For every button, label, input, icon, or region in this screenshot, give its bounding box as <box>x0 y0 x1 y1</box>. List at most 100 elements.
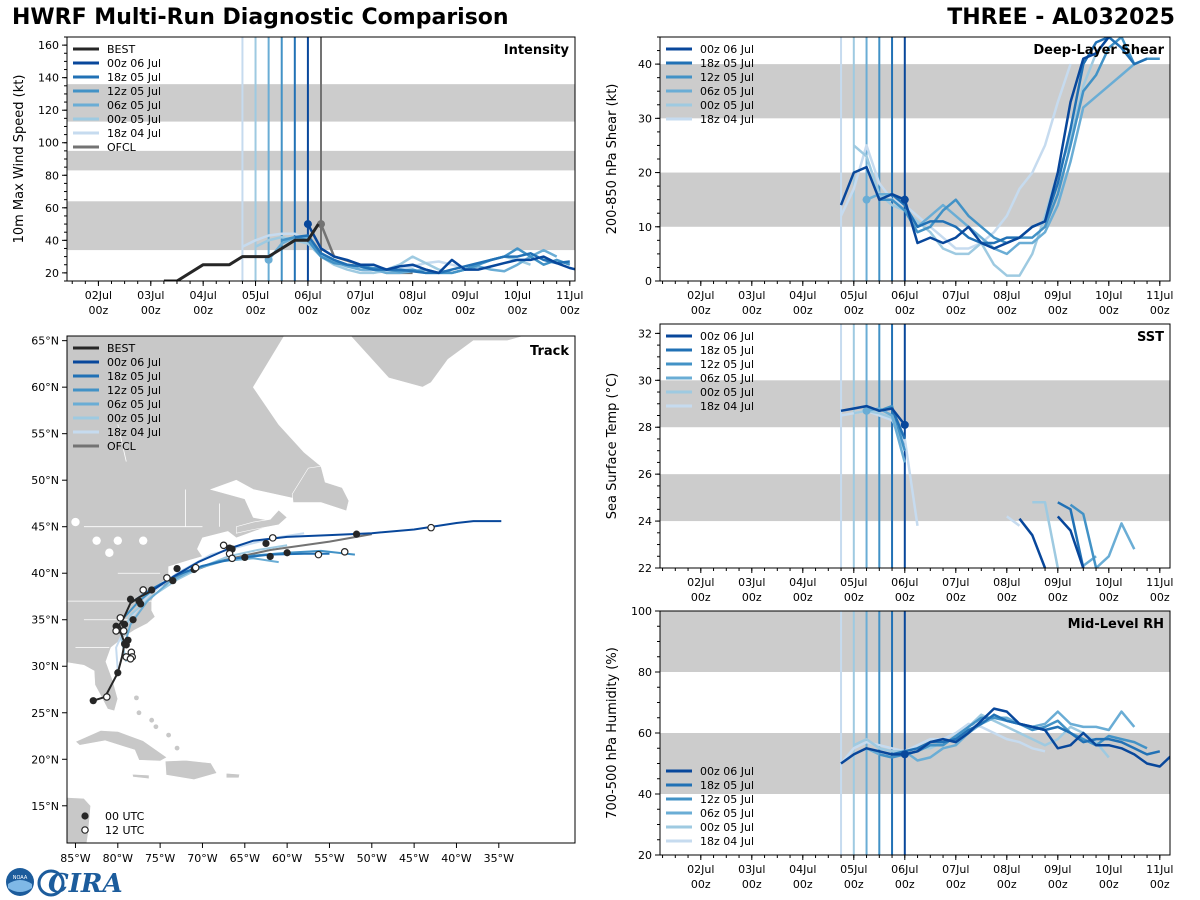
border-line <box>117 424 127 462</box>
track-point-12utc <box>102 693 111 701</box>
rh-x-tick-label: 07Jul <box>942 863 969 876</box>
track-point-00utc <box>120 620 129 628</box>
shear-x-tick-sublabel: 00z <box>1150 304 1170 317</box>
intensity-series-18z-05jul <box>294 234 570 275</box>
track-x-tick-label: 85°W <box>60 852 90 865</box>
track-legend-label-00utc: 00 UTC <box>105 810 145 823</box>
intensity-y-tick-label: 80 <box>45 169 59 182</box>
intensity-point-00z-06jul <box>303 220 312 229</box>
track-x-tick-label: 35°W <box>484 852 514 865</box>
track-y-tick-label: 50°N <box>31 474 59 487</box>
lake <box>46 504 54 512</box>
rh-x-tick-sublabel: 00z <box>895 878 915 891</box>
intensity-legend-label-00z-06jul: 00z 06 Jul <box>107 57 161 70</box>
track-point-12utc <box>116 614 125 622</box>
intensity-legend-label-12z-05jul: 12z 05 Jul <box>107 85 161 98</box>
track-point-12utc <box>112 627 120 635</box>
shear-x-tick-label: 08Jul <box>993 289 1020 302</box>
shear-legend-label-00z-06jul: 00z 06 Jul <box>700 43 754 56</box>
intensity-y-tick-label: 120 <box>38 104 59 117</box>
shear-x-tick-label: 11Jul <box>1146 289 1173 302</box>
track-legend-marker-00utc <box>81 812 89 820</box>
shear-chart: 0 10 20 30 40 02Jul 00z 03Jul 00z 04Jul 00z 05Jul 00… <box>605 36 1173 317</box>
shear-y-tick-label: 30 <box>638 112 652 125</box>
rh-x-tick-sublabel: 00z <box>1099 878 1119 891</box>
nova-scotia-land <box>236 509 288 534</box>
intensity-x-tick-sublabel: 00z <box>350 304 370 317</box>
rh-legend-label-00z-06jul: 00z 06 Jul <box>700 765 754 778</box>
sst-x-tick-label: 04Jul <box>789 576 816 589</box>
track-point-00utc <box>173 564 181 573</box>
shear-x-tick-sublabel: 00z <box>1099 304 1119 317</box>
intensity-x-tick-label: 05Jul <box>242 289 269 302</box>
track-point-12utc <box>228 554 236 563</box>
rh-x-tick-label: 02Jul <box>687 863 714 876</box>
jamaica-land <box>131 773 150 780</box>
shear-x-tick-sublabel: 00z <box>997 304 1017 317</box>
noaa-wave-icon <box>8 880 32 892</box>
sst-series-18z-04jul <box>1006 515 1021 527</box>
rh-y-tick-label: 60 <box>638 727 652 740</box>
intensity-x-tick-sublabel: 00z <box>403 304 423 317</box>
sst-x-tick-sublabel: 00z <box>1150 591 1170 604</box>
shear-x-tick-sublabel: 00z <box>793 304 813 317</box>
intensity-series-00z-06jul <box>306 223 575 275</box>
track-point-00utc <box>262 539 270 548</box>
track-point-00utc <box>126 595 135 603</box>
sst-x-tick-label: 10Jul <box>1095 576 1122 589</box>
noaa-cira-logo: NOAA CIRA <box>6 868 123 898</box>
track-x-tick-label: 50°W <box>357 852 387 865</box>
sst-legend-label-18z-04jul: 18z 04 Jul <box>700 400 754 413</box>
track-point-12utc <box>340 548 349 556</box>
intensity-legend-label-18z-05jul: 18z 05 Jul <box>107 71 161 84</box>
lake <box>113 536 123 545</box>
bahamas-island <box>134 695 139 701</box>
shear-x-tick-label: 09Jul <box>1044 289 1071 302</box>
shear-x-tick-sublabel: 00z <box>844 304 864 317</box>
shear-y-tick-label: 20 <box>638 167 652 180</box>
track-plot-area <box>46 336 526 843</box>
track-legend-label-00z-06jul: 00z 06 Jul <box>107 356 161 369</box>
track-point-00utc <box>169 577 177 585</box>
sst-x-tick-sublabel: 00z <box>1099 591 1119 604</box>
shear-point-00z-06jul <box>900 195 909 204</box>
shear-x-tick-label: 06Jul <box>891 289 918 302</box>
sst-series-00z-06jul <box>1056 515 1085 568</box>
rh-x-tick-label: 10Jul <box>1095 863 1122 876</box>
intensity-y-tick-label: 40 <box>45 234 59 247</box>
bahamas-island <box>149 717 155 723</box>
sst-x-tick-sublabel: 00z <box>844 591 864 604</box>
sst-series-12z-05jul <box>1069 503 1098 568</box>
shear-x-tick-sublabel: 00z <box>1048 304 1068 317</box>
sst-series-00z-06jul <box>1018 517 1047 568</box>
sst-x-tick-sublabel: 00z <box>946 591 966 604</box>
sst-legend-label-18z-05jul: 18z 05 Jul <box>700 344 754 357</box>
sst-series-00z-06jul <box>840 404 906 426</box>
sst-series-00z-05jul <box>1032 501 1060 568</box>
track-point-12utc <box>191 563 200 572</box>
lake <box>139 536 148 545</box>
sst-series-18z-05jul <box>1057 501 1085 568</box>
cira-ring-icon <box>37 869 65 897</box>
shear-legend-label-00z-05jul: 00z 05 Jul <box>700 99 754 112</box>
rh-x-tick-label: 11Jul <box>1146 863 1173 876</box>
rh-x-tick-label: 03Jul <box>738 863 765 876</box>
track-legend-label-12z-05jul: 12z 05 Jul <box>107 384 161 397</box>
shear-y-axis-label: 200-850 hPa Shear (kt) <box>605 84 620 235</box>
intensity-x-tick-sublabel: 00z <box>193 304 213 317</box>
intensity-y-tick-label: 100 <box>38 137 59 150</box>
track-x-tick-label: 70°W <box>187 852 217 865</box>
track-point-00utc <box>352 530 361 538</box>
rh-x-tick-label: 04Jul <box>789 863 816 876</box>
sst-panel-title: SST <box>1137 330 1164 345</box>
track-point-00utc <box>89 697 97 705</box>
track-y-tick-label: 40°N <box>31 567 59 580</box>
rh-x-tick-sublabel: 00z <box>1048 878 1068 891</box>
intensity-x-tick-label: 03Jul <box>137 289 164 302</box>
shear-series-18z-04jul <box>839 63 1072 250</box>
rh-x-tick-sublabel: 00z <box>691 878 711 891</box>
shear-panel-title: Deep-Layer Shear <box>1033 43 1164 58</box>
noaa-logo-text: NOAA <box>13 875 28 881</box>
rh-x-tick-label: 08Jul <box>993 863 1020 876</box>
